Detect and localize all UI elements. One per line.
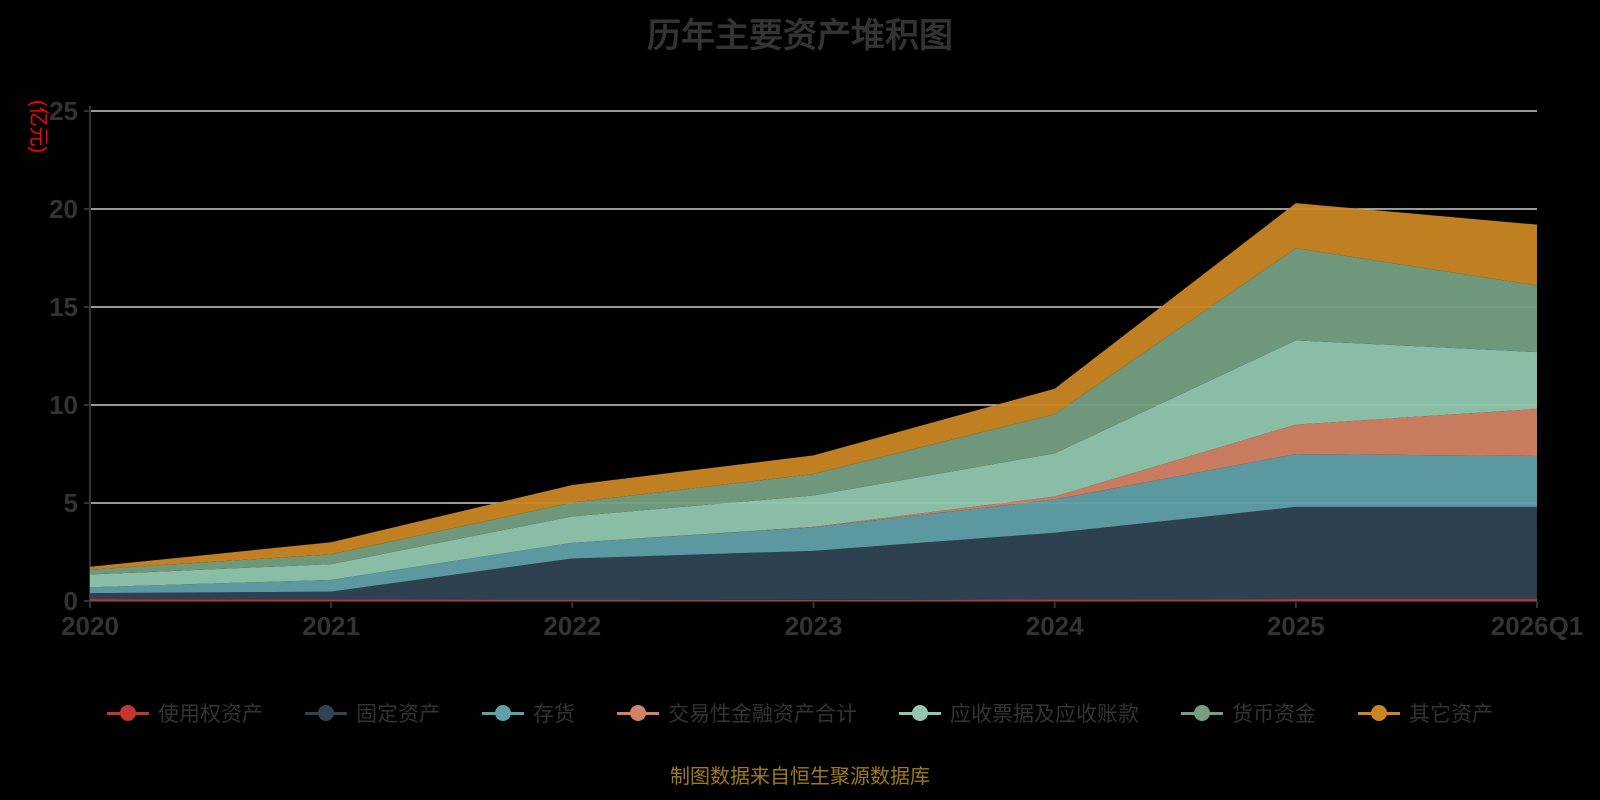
x-axis-label-2026Q1: 2026Q1 bbox=[1491, 611, 1584, 641]
legend-item-0[interactable]: 使用权资产 bbox=[107, 698, 263, 728]
chart-legend: 使用权资产 固定资产 存货 交易性金融资产合计 应收票据及应收账款 货币资金 其它资产 bbox=[0, 698, 1600, 728]
legend-item-2[interactable]: 存货 bbox=[482, 698, 575, 728]
legend-label: 固定资产 bbox=[356, 703, 440, 726]
legend-marker-icon bbox=[107, 705, 149, 721]
chart-title: 历年主要资产堆积图 bbox=[647, 17, 953, 55]
legend-item-6[interactable]: 其它资产 bbox=[1358, 698, 1493, 728]
x-axis-label-2020: 2020 bbox=[61, 611, 119, 641]
y-axis-label-10: 10 bbox=[49, 390, 78, 420]
legend-item-4[interactable]: 应收票据及应收账款 bbox=[899, 698, 1139, 728]
x-axis-label-2023: 2023 bbox=[785, 611, 843, 641]
legend-marker-icon bbox=[305, 705, 347, 721]
legend-item-3[interactable]: 交易性金融资产合计 bbox=[617, 698, 857, 728]
legend-label: 货币资金 bbox=[1232, 703, 1316, 726]
legend-marker-icon bbox=[1358, 705, 1400, 721]
legend-marker-icon bbox=[1181, 705, 1223, 721]
y-axis-label-0: 0 bbox=[64, 586, 78, 616]
area-series-0[interactable] bbox=[90, 599, 1537, 601]
legend-label: 存货 bbox=[533, 703, 575, 726]
legend-item-1[interactable]: 固定资产 bbox=[305, 698, 440, 728]
area-series-2[interactable] bbox=[90, 454, 1537, 594]
y-axis-label-5: 5 bbox=[64, 488, 78, 518]
legend-marker-icon bbox=[899, 705, 941, 721]
area-series-4[interactable] bbox=[90, 340, 1537, 588]
y-axis-label-20: 20 bbox=[49, 194, 78, 224]
area-series-3[interactable] bbox=[90, 408, 1537, 588]
legend-label: 使用权资产 bbox=[158, 703, 263, 726]
legend-marker-icon bbox=[482, 705, 524, 721]
legend-label: 应收票据及应收账款 bbox=[950, 703, 1139, 726]
x-axis-label-2024: 2024 bbox=[1026, 611, 1084, 641]
area-series-1[interactable] bbox=[90, 506, 1537, 600]
legend-marker-icon bbox=[617, 705, 659, 721]
x-axis-label-2025: 2025 bbox=[1267, 611, 1325, 641]
area-series-6[interactable] bbox=[90, 203, 1537, 570]
legend-label: 其它资产 bbox=[1409, 703, 1493, 726]
y-axis-label-25: 25 bbox=[49, 96, 78, 126]
x-axis-label-2022: 2022 bbox=[543, 611, 601, 641]
area-series-5[interactable] bbox=[90, 248, 1537, 575]
legend-item-5[interactable]: 货币资金 bbox=[1181, 698, 1316, 728]
legend-label: 交易性金融资产合计 bbox=[668, 703, 857, 726]
y-axis-label-15: 15 bbox=[49, 292, 78, 322]
data-source-note: 制图数据来自恒生聚源数据库 bbox=[670, 766, 930, 788]
x-axis-label-2021: 2021 bbox=[302, 611, 360, 641]
